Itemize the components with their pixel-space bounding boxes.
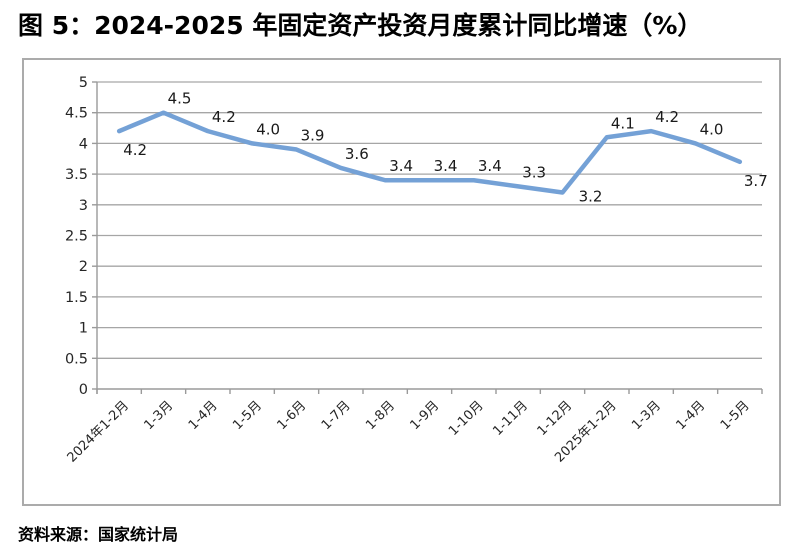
x-axis-label: 1-7月 [319,398,354,433]
y-axis-label: 3 [79,198,88,214]
data-label: 3.4 [389,157,413,175]
x-axis-label: 1-4月 [674,398,709,433]
y-axis-label: 4.5 [65,106,88,122]
x-axis-label: 1-8月 [363,398,398,433]
x-axis-label: 1-11月 [490,398,531,439]
y-axis-label: 5 [79,75,88,91]
x-axis-label: 1-5月 [718,398,753,433]
data-label: 3.7 [744,172,768,190]
data-label: 3.4 [434,157,458,175]
x-axis-label: 1-3月 [142,398,177,433]
data-label: 4.0 [700,120,724,138]
data-label: 3.6 [345,145,369,163]
x-axis-label: 1-5月 [230,398,265,433]
x-axis-label: 1-10月 [446,398,487,439]
x-axis-label: 1-4月 [186,398,221,433]
line-chart: 0 0.5 1 1.5 2 2.5 3 3.5 4 4.5 5 2024年1-2月 1-3月 1-4月 1-… [65,75,768,466]
y-axis-label: 2 [79,259,88,275]
x-axis-label: 1-6月 [275,398,310,433]
y-axis-label: 1.5 [65,290,88,306]
source-note: 资料来源：国家统计局 [18,525,179,544]
data-label: 3.9 [301,127,325,145]
data-label: 3.3 [522,163,546,181]
y-axis-label: 0.5 [65,351,88,367]
data-label: 4.2 [212,108,236,126]
data-label: 4.2 [123,141,147,159]
x-axis-label: 1-3月 [629,398,664,433]
data-label: 4.2 [655,108,679,126]
x-axis-label: 1-12月 [535,398,576,439]
y-axis-label: 4 [79,136,88,152]
data-label: 4.5 [168,90,192,108]
figure-title: 图 5：2024-2025 年固定资产投资月度累计同比增速（%） [18,11,703,40]
y-axis-label: 3.5 [65,167,88,183]
y-axis-label: 1 [79,321,88,337]
series-line [116,110,743,195]
x-axis-label: 1-9月 [408,398,443,433]
chart-container: 0 0.5 1 1.5 2 2.5 3 3.5 4 4.5 5 2024年1-2月 1-3月 1-4月 1-… [22,58,781,506]
data-label: 4.0 [256,120,280,138]
data-label: 4.1 [611,114,635,132]
x-axis-label: 2024年1-2月 [65,398,132,465]
y-axis-label: 0 [79,382,88,398]
data-label: 3.2 [579,188,603,206]
y-axis-label: 2.5 [65,229,88,245]
data-label: 3.4 [478,157,502,175]
